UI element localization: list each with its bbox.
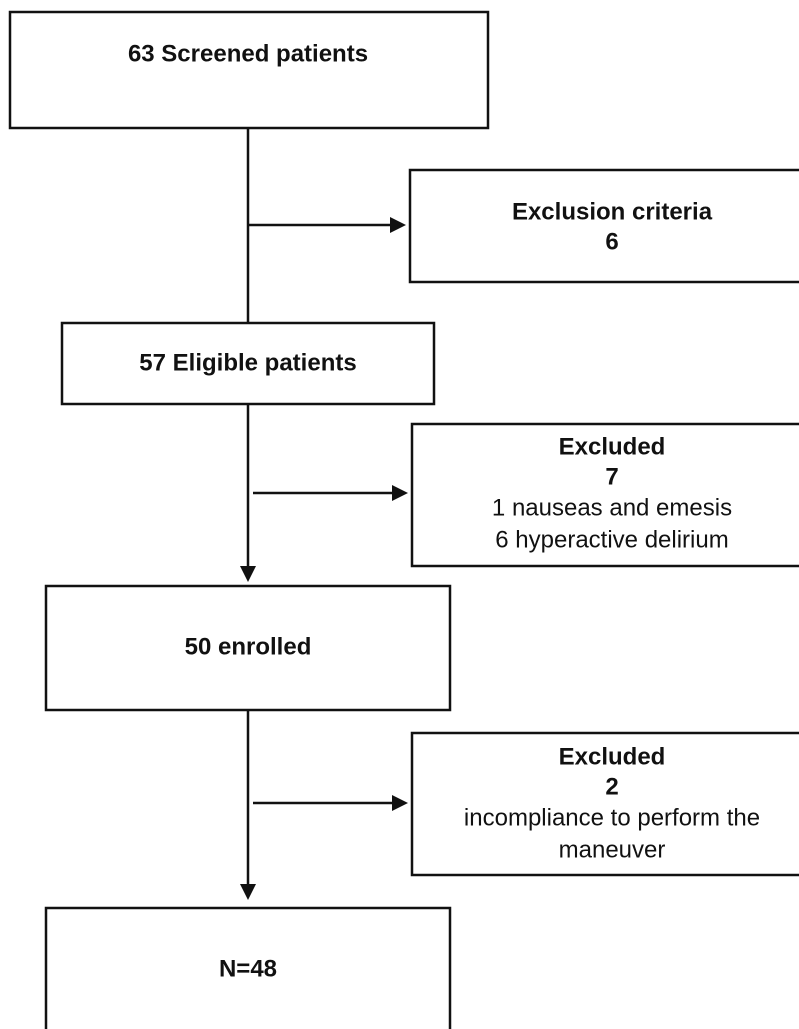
node-count: 2	[605, 773, 618, 800]
node-detail: maneuver	[559, 836, 666, 863]
arrowhead	[392, 795, 408, 811]
node-label: N=48	[219, 955, 277, 982]
node-title: Exclusion criteria	[512, 198, 713, 225]
node-detail: 6 hyperactive delirium	[495, 526, 728, 553]
node-count: 6	[605, 228, 618, 255]
node-label: 63 Screened patients	[128, 40, 368, 67]
arrowhead	[240, 884, 256, 900]
arrowhead	[240, 566, 256, 582]
node-detail: 1 nauseas and emesis	[492, 494, 732, 521]
arrowhead	[390, 217, 406, 233]
box	[44, 906, 452, 1029]
arrowhead	[392, 485, 408, 501]
box	[408, 168, 799, 284]
box	[44, 584, 452, 712]
node-count: 7	[605, 463, 618, 490]
node-title: Excluded	[559, 743, 666, 770]
box	[410, 731, 799, 877]
box	[60, 321, 436, 406]
node-label: 50 enrolled	[185, 633, 312, 660]
node-detail: incompliance to perform the	[464, 804, 760, 831]
box	[410, 422, 799, 568]
box	[8, 10, 490, 130]
node-label: 57 Eligible patients	[139, 349, 356, 376]
node-title: Excluded	[559, 433, 666, 460]
